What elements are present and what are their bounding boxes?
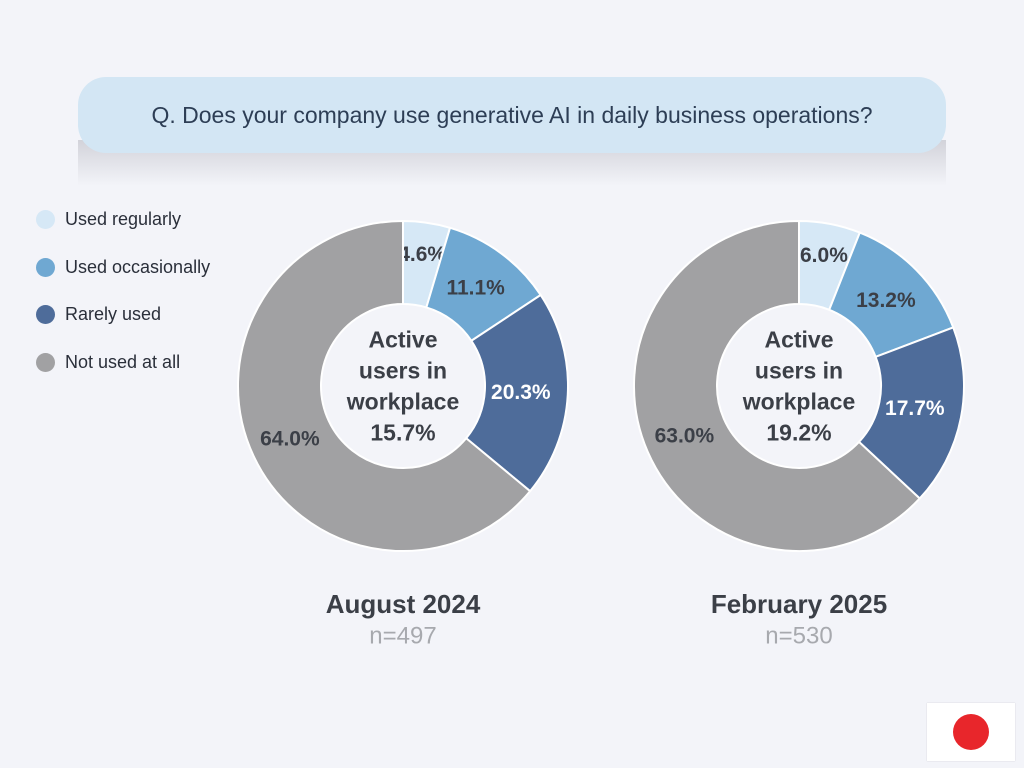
sample-size: n=497: [369, 623, 436, 650]
sample-size: n=530: [765, 623, 832, 650]
question-banner: Q. Does your company use generative AI i…: [78, 77, 946, 153]
slice-label-used-occasionally: 13.2%: [856, 289, 916, 312]
center-percentage: 15.7%: [370, 420, 435, 446]
slice-label-not-used-at-all: 63.0%: [655, 424, 715, 447]
slice-label-rarely-used: 20.3%: [491, 381, 551, 404]
slice-not-used-at-all: [633, 219, 922, 552]
legend-swatch: [36, 305, 55, 325]
slice-rarely-used: [464, 293, 569, 493]
center-percentage: 19.2%: [766, 420, 831, 446]
slice-label-used-occasionally: 11.1%: [446, 276, 505, 299]
legend-swatch: [36, 352, 55, 372]
center-label-line: workplace: [346, 389, 460, 415]
chart-title: August 2024: [326, 589, 481, 619]
slice-label-not-used-at-all: 64.0%: [260, 428, 320, 451]
center-label-line: workplace: [742, 389, 856, 415]
legend-label: Rarely used: [65, 304, 162, 325]
legend-item-used-regularly: Used regularly: [36, 196, 210, 244]
donut-chart-1: 4.6%11.1% 20.3% 64.0% Active users in workpla…: [237, 219, 569, 650]
flag-red-disc: [953, 714, 989, 750]
legend: Used regularly Used occasionally Rarely …: [36, 196, 210, 386]
legend-label: Used regularly: [65, 209, 182, 230]
slice-label-rarely-used: 17.7%: [885, 397, 945, 420]
center-label-line: users in: [755, 358, 843, 384]
donut-chart-2: 6.0% 13.2% 17.7% 63.0% Active users in workpla…: [633, 219, 965, 650]
legend-item-not-used: Not used at all: [36, 339, 210, 387]
slice-rarely-used: [857, 326, 965, 500]
legend-swatch: [36, 257, 55, 277]
slice-label-used-regularly: 6.0%: [800, 244, 848, 267]
chart-title: February 2025: [711, 589, 887, 619]
legend-swatch: [36, 210, 55, 230]
legend-item-used-occasionally: Used occasionally: [36, 244, 210, 292]
slice-label-used-regularly: 4.6%: [398, 243, 446, 266]
question-text: Q. Does your company use generative AI i…: [151, 101, 873, 128]
legend-item-rarely-used: Rarely used: [36, 291, 210, 339]
slice-not-used-at-all: [237, 219, 532, 552]
center-label-line: Active: [368, 327, 437, 353]
legend-label: Used occasionally: [65, 256, 211, 277]
center-label-line: users in: [359, 358, 447, 384]
center-label-line: Active: [764, 327, 833, 353]
legend-label: Not used at all: [65, 351, 181, 372]
japan-flag-icon: [927, 703, 1015, 761]
